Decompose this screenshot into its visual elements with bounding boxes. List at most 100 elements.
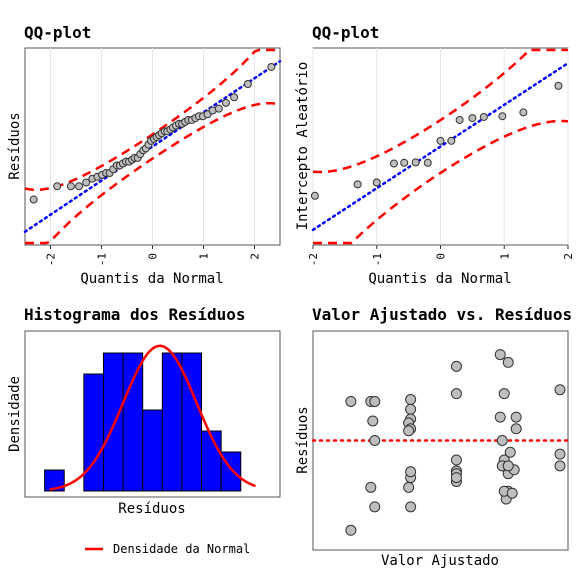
x-tick-label: 2 (249, 253, 262, 260)
qq-point (436, 136, 445, 145)
residual-point (502, 460, 514, 472)
residual-point (450, 388, 462, 400)
normal-density-curve (49, 344, 256, 491)
residual-point (403, 425, 415, 437)
x-tick-label: 0 (147, 253, 160, 260)
qq-point (423, 158, 432, 167)
panel3-x-label: Resíduos (118, 501, 185, 517)
qq-point (455, 115, 464, 124)
histogram-bar (201, 430, 222, 492)
residual-point (405, 466, 417, 478)
panel2-reference-line (311, 61, 570, 232)
x-tick-label: -1 (96, 253, 109, 266)
residual-point (405, 403, 417, 415)
panel1-points (29, 62, 276, 204)
panel2-y-label: Intercepto Aleatório (295, 62, 311, 231)
qq-point (221, 98, 230, 107)
band-lower (25, 101, 281, 245)
residual-point (367, 415, 379, 427)
x-tick-label: 2 (562, 253, 575, 260)
panel4-x-label: Valor Ajustado (381, 553, 499, 569)
residual-point (450, 472, 462, 484)
residual-point (554, 384, 566, 396)
qq-point (66, 182, 75, 191)
panel1-title: QQ-plot (24, 23, 91, 42)
qq-plot-residuals: QQ-plot -2 -1 0 1 2 Quantis da Normal Resídu… (7, 23, 282, 287)
residual-point (494, 349, 506, 361)
histogram-bar (122, 352, 144, 492)
residual-point (365, 481, 377, 493)
qq-point (230, 93, 239, 102)
residual-point (502, 356, 514, 368)
qq-point (372, 178, 381, 187)
panel1-confidence-bands (24, 48, 281, 245)
panel1-y-label: Resíduos (7, 112, 23, 179)
panel2-x-ticks: -2 -1 0 1 2 (307, 245, 575, 266)
residual-point (498, 388, 510, 400)
qq-point (447, 136, 456, 145)
residual-point (510, 423, 522, 435)
residual-point (345, 395, 357, 407)
panel3-title: Histograma dos Resíduos (24, 305, 246, 324)
histogram-bar (102, 352, 124, 492)
histogram-bar (83, 373, 104, 492)
residual-histogram: Histograma dos Resíduos Resíduos Densida… (7, 305, 281, 556)
residual-point (405, 394, 417, 406)
qq-point (519, 108, 528, 117)
panel1-grid (50, 48, 255, 245)
panel4-points (345, 349, 566, 536)
legend-normal-label: Densidade da Normal (113, 542, 250, 556)
qq-point (214, 104, 223, 113)
residual-point (554, 460, 566, 472)
residual-point (494, 411, 506, 423)
panel4-y-label: Resíduos (295, 406, 311, 473)
qq-point (389, 159, 398, 168)
qq-plot-random-intercept: QQ-plot -2 -1 0 1 2 Quantis da Normal Interc… (295, 23, 575, 287)
qq-point (75, 182, 84, 191)
x-tick-label: 0 (435, 253, 448, 260)
panel3-y-label: Densidade (7, 376, 23, 452)
panel1-reference-line (23, 60, 282, 233)
residual-point (496, 435, 508, 446)
qq-point (400, 158, 409, 167)
x-tick-label: 1 (498, 253, 511, 260)
residual-point (450, 360, 462, 372)
panel3-density-curve (49, 344, 256, 491)
panel2-confidence-bands (312, 48, 569, 245)
x-tick-label: -1 (371, 253, 384, 266)
histogram-bar (181, 352, 203, 492)
band-upper (312, 48, 568, 174)
qq-point (82, 178, 91, 187)
panel3-legend: Densidade da Normal (85, 542, 250, 556)
residual-point (510, 411, 522, 423)
x-tick-label: -2 (45, 253, 58, 266)
histogram-bar (142, 409, 163, 492)
qq-point (243, 79, 252, 88)
panel2-grid (312, 48, 569, 245)
residual-point (450, 454, 462, 466)
qq-point (479, 112, 488, 121)
panel1-x-ticks: -2 -1 0 1 2 (45, 245, 262, 266)
qq-point (267, 62, 276, 71)
qq-point (554, 81, 563, 90)
band-upper (24, 48, 280, 192)
x-tick-label: -2 (307, 253, 320, 266)
residual-point (504, 446, 516, 458)
residual-point (554, 448, 566, 460)
residual-point (369, 435, 381, 446)
qq-point (29, 195, 38, 204)
qq-reference-line (23, 60, 282, 233)
qq-point (53, 182, 62, 191)
qq-point (498, 112, 507, 121)
x-tick-label: 1 (198, 253, 211, 260)
panel1-x-label: Quantis da Normal (80, 271, 223, 287)
histogram-bar (44, 469, 65, 492)
residual-point (369, 395, 381, 407)
residual-point (369, 501, 381, 513)
fitted-vs-residuals: Valor Ajustado vs. Resíduos Valor Ajusta… (295, 305, 572, 569)
qq-reference-line (311, 61, 570, 232)
residual-point (345, 524, 357, 536)
residual-point (405, 501, 417, 513)
qq-point (411, 158, 420, 167)
